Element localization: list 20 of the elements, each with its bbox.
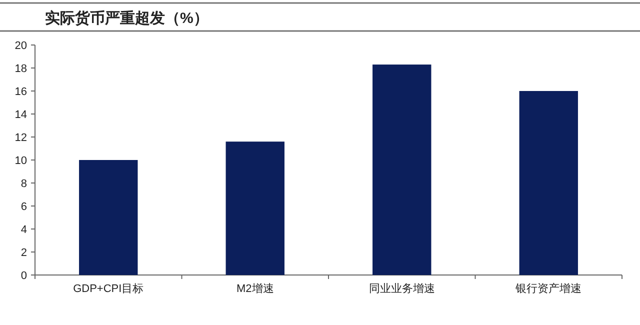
y-tick-label: 8 <box>20 178 27 190</box>
x-tick-label: 银行资产增速 <box>514 282 582 295</box>
y-tick-label: 4 <box>20 224 27 236</box>
x-tick-label: 同业业务增速 <box>368 282 435 295</box>
y-tick-label: 20 <box>14 40 27 52</box>
y-tick-label: 16 <box>14 86 27 98</box>
y-tick-label: 18 <box>14 63 27 75</box>
bar <box>226 142 284 275</box>
y-tick-label: 2 <box>20 247 27 259</box>
y-tick-label: 14 <box>14 109 27 121</box>
bar <box>79 160 138 275</box>
y-tick-label: 10 <box>14 155 27 167</box>
bar <box>372 64 432 275</box>
chart-title: 实际货币严重超发（%） <box>45 9 208 27</box>
y-tick-label: 12 <box>14 132 27 144</box>
y-tick-label: 0 <box>20 270 27 282</box>
y-tick-label: 6 <box>20 201 27 213</box>
x-tick-label: M2增速 <box>236 282 274 295</box>
bar <box>519 91 578 275</box>
x-tick-label: GDP+CPI目标 <box>73 283 144 295</box>
